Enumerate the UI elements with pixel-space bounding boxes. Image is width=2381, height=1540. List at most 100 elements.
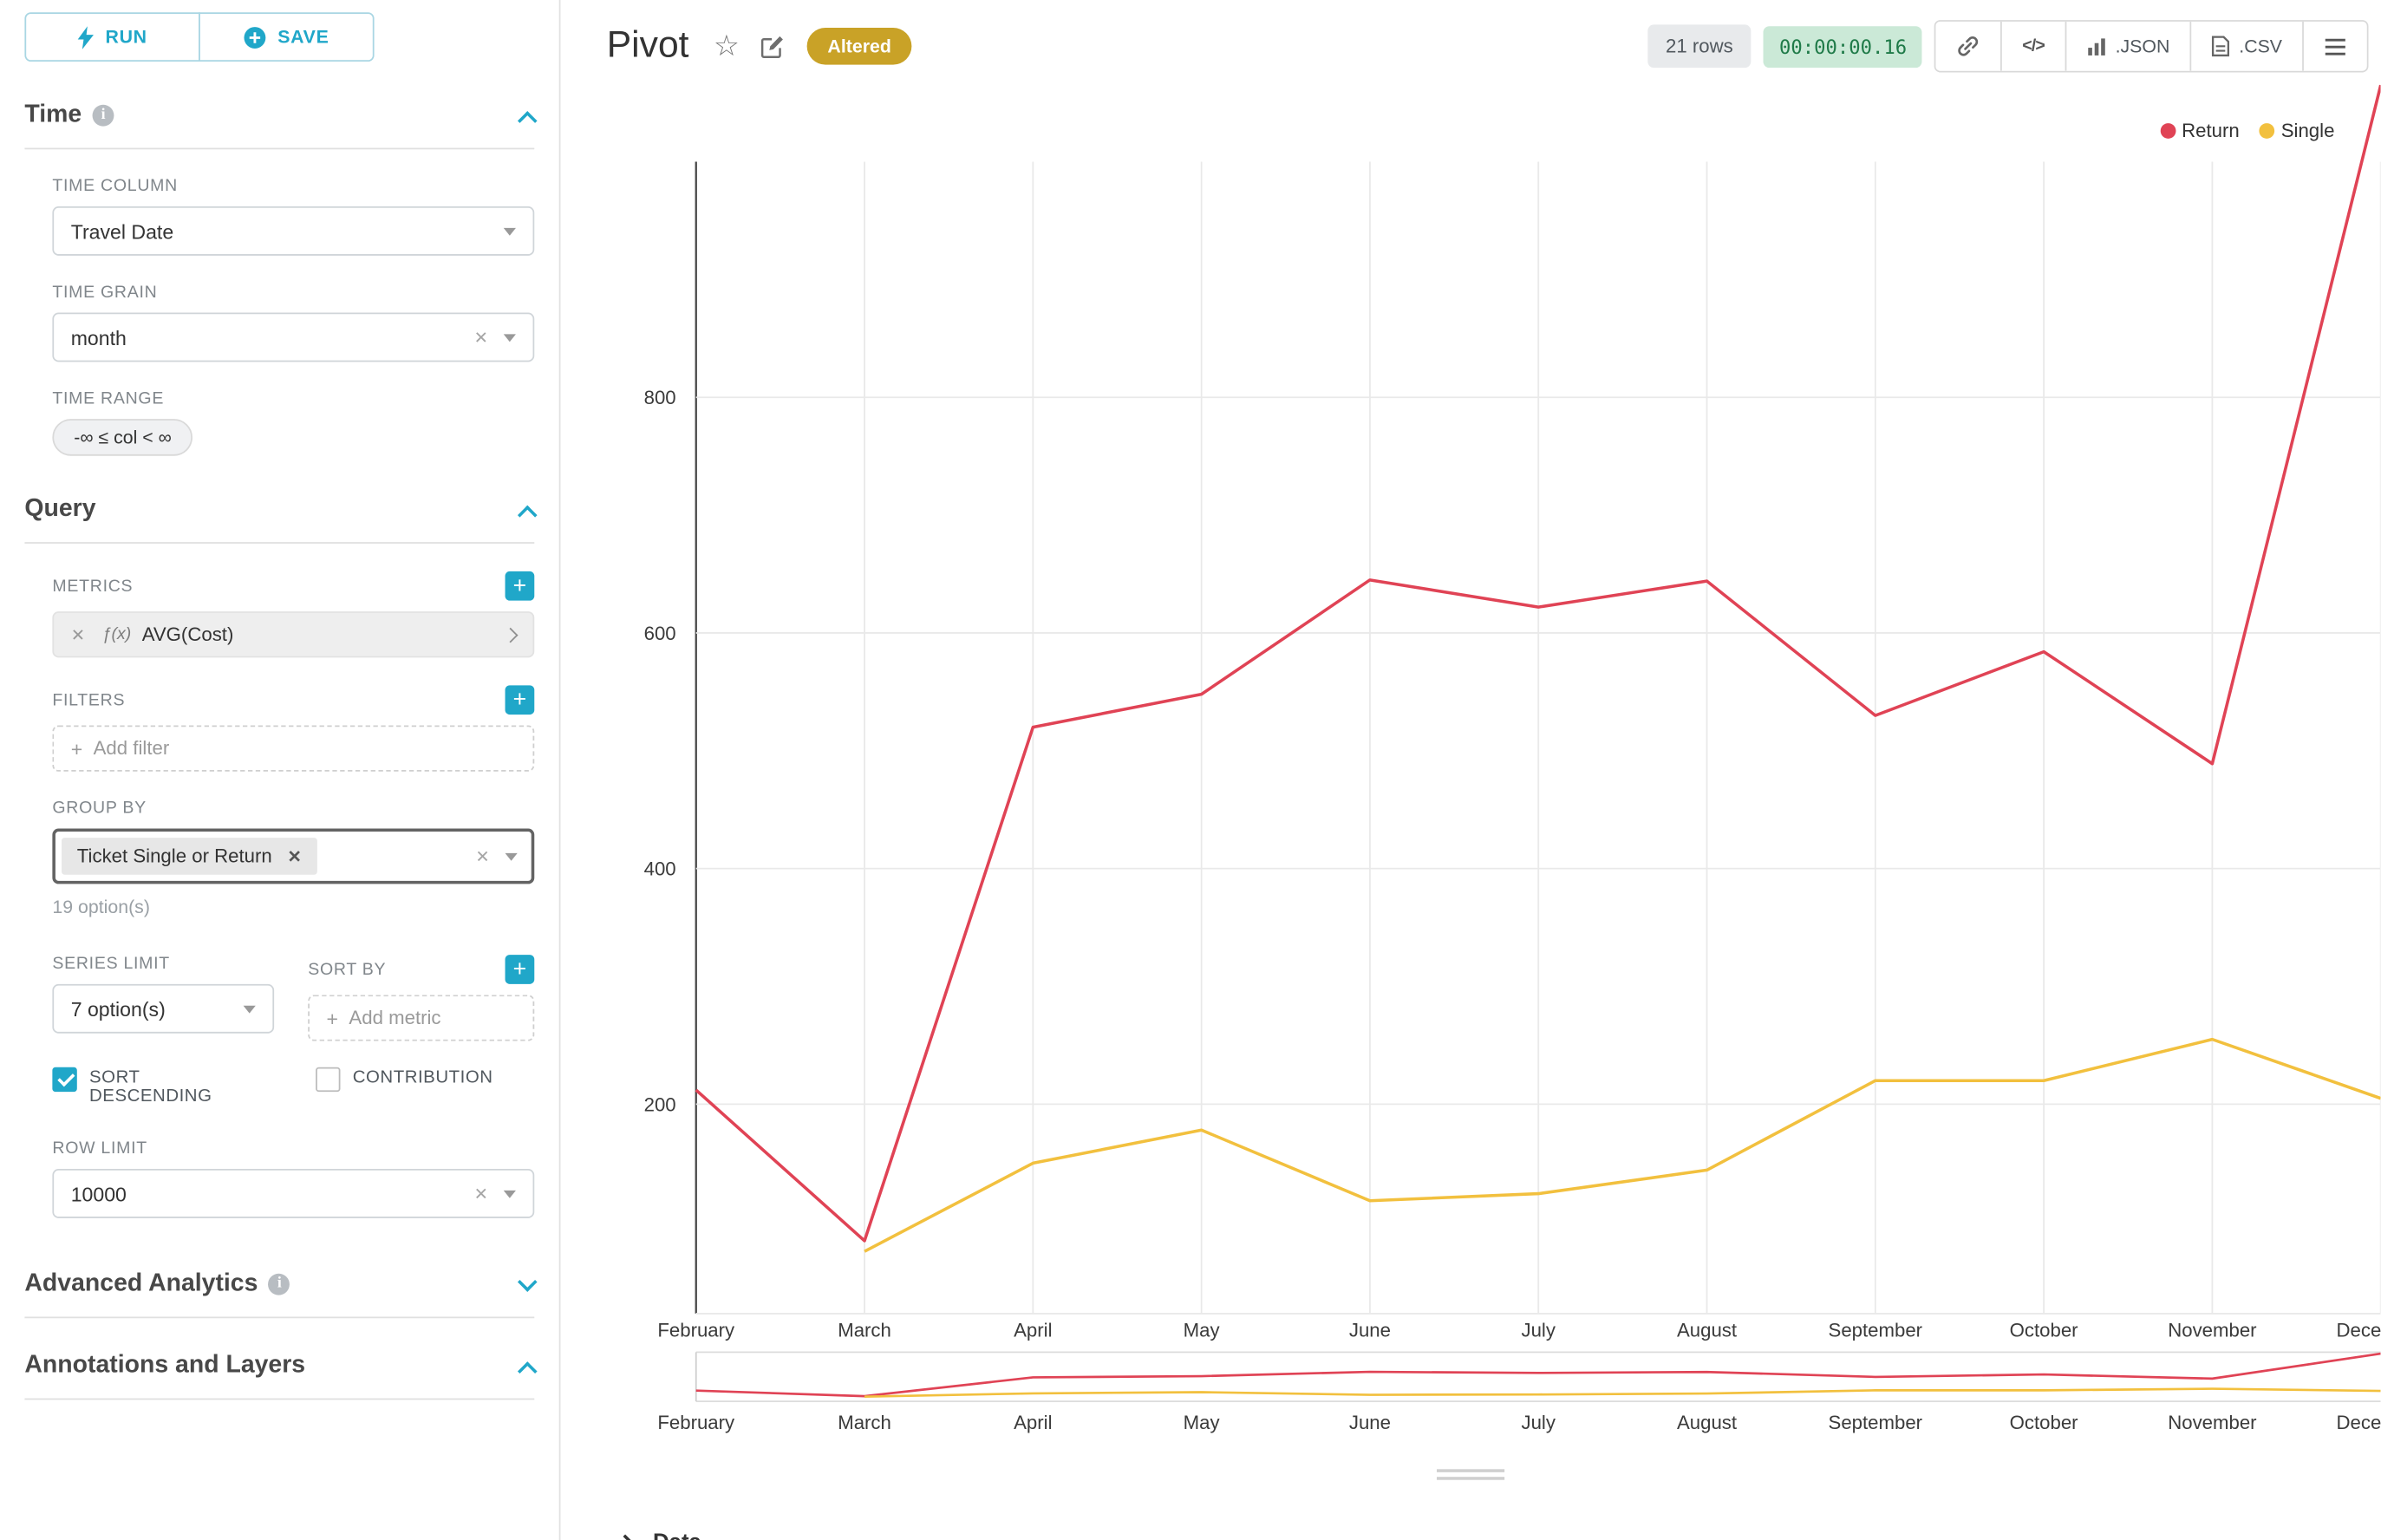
time-range-pill[interactable]: -∞ ≤ col < ∞: [52, 419, 193, 456]
range-selector-minichart[interactable]: February March April May June July August Septe…: [560, 1343, 2381, 1439]
add-filter-text: Add filter: [93, 737, 170, 760]
legend-label: Return: [2182, 120, 2240, 142]
metric-chip[interactable]: ✕ ƒ(x) AVG(Cost): [52, 611, 535, 658]
query-section-body: METRICS ✕ ƒ(x) AVG(Cost) FILTERS Add fil…: [24, 571, 535, 1218]
advanced-analytics-title: Advanced Analytics: [24, 1270, 258, 1297]
export-json-button[interactable]: .JSON: [2064, 21, 2190, 71]
time-grain-select[interactable]: month ✕: [52, 312, 535, 362]
chart-title: Pivot: [606, 24, 689, 67]
row-limit-select[interactable]: 10000 ✕: [52, 1168, 535, 1218]
sort-descending-label: SORT DESCENDING: [89, 1068, 212, 1106]
add-sort-metric-button[interactable]: [505, 955, 535, 984]
chevron-down-icon: [505, 852, 518, 860]
row-limit-value: 10000: [70, 1182, 127, 1205]
chevron-right-icon: [616, 1534, 635, 1540]
time-column-value: Travel Date: [70, 219, 174, 243]
chart-menu-button[interactable]: [2302, 21, 2367, 71]
plus-circle-icon: [245, 26, 266, 49]
export-csv-button[interactable]: .CSV: [2189, 21, 2303, 71]
save-button[interactable]: SAVE: [199, 12, 375, 62]
svg-text:November: November: [2168, 1320, 2257, 1341]
chart-legend: Return Single: [2160, 120, 2335, 142]
data-panel-title: Data: [653, 1530, 701, 1540]
row-count-badge: 21 rows: [1647, 24, 1752, 69]
time-section-body: TIME COLUMN Travel Date TIME GRAIN month…: [24, 177, 535, 456]
query-section-title: Query: [24, 495, 96, 523]
filters-label: FILTERS: [52, 690, 126, 709]
remove-metric-icon[interactable]: ✕: [70, 625, 86, 645]
svg-text:December: December: [2337, 1412, 2381, 1433]
chevron-down-icon: [503, 226, 516, 235]
contribution-checkbox[interactable]: [316, 1067, 341, 1093]
group-by-chip-text: Ticket Single or Return: [76, 845, 272, 867]
chevron-up-icon: [517, 110, 538, 130]
chevron-down-icon: [243, 1004, 256, 1013]
svg-text:June: June: [1349, 1412, 1391, 1433]
run-label: RUN: [105, 26, 147, 49]
run-button[interactable]: RUN: [24, 12, 200, 62]
annotations-section-header[interactable]: Annotations and Layers: [24, 1352, 538, 1400]
code-icon: </>: [2022, 36, 2045, 55]
series-limit-label: SERIES LIMIT: [52, 955, 170, 974]
advanced-analytics-section-header[interactable]: Advanced Analytics i: [24, 1270, 538, 1319]
add-metric-button[interactable]: [505, 571, 535, 601]
control-panel: RUN SAVE Time i TIME COLUMN Travel Date …: [0, 0, 561, 1540]
series-limit-select[interactable]: 7 option(s): [52, 983, 275, 1034]
series-limit-value: 7 option(s): [70, 996, 166, 1021]
line-chart[interactable]: February March April May June July August Septe…: [560, 77, 2381, 1348]
query-section-header[interactable]: Query: [24, 495, 538, 544]
query-timer-badge: 00:00:00.16: [1764, 25, 1922, 68]
contribution-label: CONTRIBUTION: [352, 1068, 493, 1087]
altered-badge: Altered: [807, 27, 911, 65]
add-metric-text: Add metric: [349, 1007, 441, 1029]
group-by-select[interactable]: Ticket Single or Return ✕ ✕: [52, 828, 535, 884]
share-link-button[interactable]: [1935, 21, 2001, 71]
clear-icon[interactable]: ✕: [473, 329, 488, 348]
group-by-chip[interactable]: Ticket Single or Return ✕: [62, 838, 317, 875]
resize-handle[interactable]: [1437, 1469, 1505, 1480]
add-filter-dropzone[interactable]: Add filter: [52, 725, 535, 772]
sort-descending-checkbox[interactable]: [52, 1067, 77, 1093]
add-sort-metric-dropzone[interactable]: Add metric: [308, 995, 535, 1041]
save-label: SAVE: [277, 26, 329, 49]
plus-icon: [71, 737, 82, 760]
edit-icon[interactable]: [760, 33, 786, 59]
time-section-header[interactable]: Time i: [24, 101, 538, 150]
chart-header: Pivot ☆ Altered 21 rows 00:00:00.16: [560, 0, 2380, 77]
svg-text:June: June: [1349, 1320, 1391, 1341]
metric-value: AVG(Cost): [141, 623, 234, 646]
chevron-up-icon: [517, 504, 538, 525]
file-icon: [2211, 36, 2229, 57]
sort-descending-option: SORT DESCENDING: [52, 1066, 316, 1106]
data-panel-toggle[interactable]: Data: [560, 1509, 2380, 1540]
svg-text:July: July: [1521, 1412, 1556, 1433]
group-by-label: GROUP BY: [52, 799, 147, 819]
time-column-select[interactable]: Travel Date: [52, 206, 535, 256]
legend-dot-icon: [2259, 123, 2275, 139]
info-icon: i: [92, 104, 114, 127]
chevron-down-icon: [503, 333, 516, 342]
svg-text:400: 400: [644, 858, 676, 880]
menu-icon: [2325, 37, 2345, 55]
time-column-label: TIME COLUMN: [52, 177, 178, 196]
add-filter-button[interactable]: [505, 685, 535, 715]
metrics-label: METRICS: [52, 577, 134, 596]
favorite-star-icon[interactable]: ☆: [713, 29, 740, 62]
csv-label: .CSV: [2239, 35, 2283, 57]
export-button-group: </> .JSON .CSV: [1934, 20, 2369, 73]
remove-chip-icon[interactable]: ✕: [287, 847, 302, 866]
embed-code-button[interactable]: </>: [2000, 21, 2065, 71]
clear-icon[interactable]: ✕: [473, 1184, 488, 1204]
time-range-label: TIME RANGE: [52, 389, 165, 408]
info-icon: i: [268, 1273, 290, 1295]
svg-text:800: 800: [644, 387, 676, 408]
legend-item-single[interactable]: Single: [2259, 121, 2334, 141]
svg-text:April: April: [1014, 1320, 1052, 1341]
lightning-icon: [78, 25, 95, 49]
clear-icon[interactable]: ✕: [475, 847, 490, 866]
legend-item-return[interactable]: Return: [2160, 120, 2240, 142]
svg-text:September: September: [1829, 1320, 1923, 1341]
chevron-down-icon: [503, 1189, 516, 1197]
svg-text:200: 200: [644, 1093, 676, 1115]
